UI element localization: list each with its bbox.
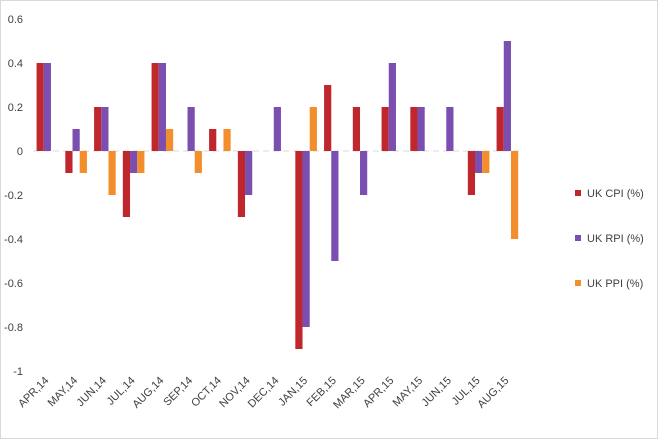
bar-cpi-aug-14 xyxy=(151,63,159,151)
y-axis: 0.6 0.4 0.2 0 -0.2 -0.4 -0.6 -0.8 -1 xyxy=(4,14,23,378)
x-tick-label: APR,15 xyxy=(361,375,396,410)
bar-ppi-may-14 xyxy=(79,151,87,173)
bar-rpi-jan-15 xyxy=(302,151,310,327)
bar-cpi-aug-15 xyxy=(496,107,504,151)
x-tick-label: MAY,15 xyxy=(391,375,426,410)
y-tick-label: -0.8 xyxy=(4,322,23,334)
x-tick-label: MAR,15 xyxy=(331,375,368,412)
y-tick-label: 0.6 xyxy=(8,14,23,26)
bar-rpi-feb-15 xyxy=(331,151,339,261)
bar-rpi-jun-15 xyxy=(446,107,454,151)
bar-cpi-jul-14 xyxy=(122,151,131,217)
bar-rpi-mar-15 xyxy=(360,151,368,195)
bar-cpi-jun-14 xyxy=(94,107,102,151)
y-tick-label: -0.2 xyxy=(4,190,23,202)
x-tick-label: JUN,14 xyxy=(75,375,109,409)
x-tick-label: AUG,15 xyxy=(475,375,511,411)
bar-rpi-jun-14 xyxy=(101,107,109,151)
x-tick-label: JAN,15 xyxy=(276,375,310,409)
bar-cpi-apr-15 xyxy=(381,107,389,151)
bar-ppi-jun-14 xyxy=(108,151,116,195)
bar-ppi-aug-15 xyxy=(510,151,519,239)
bar-rpi-dec-14 xyxy=(273,107,281,151)
bar-ppi-oct-14 xyxy=(223,129,231,151)
y-tick-label: 0 xyxy=(17,146,23,158)
bar-rpi-apr-14 xyxy=(43,63,51,151)
bar-ppi-jul-14 xyxy=(137,151,145,173)
bar-rpi-may-15 xyxy=(417,107,425,151)
x-tick-label: APR,14 xyxy=(16,375,51,410)
bar-ppi-aug-14 xyxy=(165,129,174,151)
legend-swatch xyxy=(575,190,581,196)
y-tick-label: 0.2 xyxy=(8,102,23,114)
bar-ppi-jul-15 xyxy=(482,151,490,173)
bar-rpi-may-14 xyxy=(72,129,80,151)
bar-cpi-jan-15 xyxy=(295,151,303,349)
bar-cpi-may-15 xyxy=(410,107,418,151)
y-tick-label: -0.6 xyxy=(4,278,23,290)
legend: UK CPI (%) UK RPI (%) UK PPI (%) xyxy=(575,188,644,290)
bar-rpi-nov-14 xyxy=(245,151,253,195)
x-tick-label: JUN,15 xyxy=(420,375,454,409)
y-tick-label: -1 xyxy=(13,366,23,378)
bar-cpi-jul-15 xyxy=(467,151,476,195)
x-tick-label: MAY,14 xyxy=(46,375,81,410)
bar-cpi-may-14 xyxy=(65,151,73,173)
bar-ppi-sep-14 xyxy=(194,151,202,173)
legend-swatch xyxy=(575,235,581,241)
bar-rpi-aug-15 xyxy=(503,41,511,151)
x-tick-label: DEC,14 xyxy=(246,375,282,411)
legend-label: UK RPI (%) xyxy=(587,233,644,245)
bar-cpi-mar-15 xyxy=(352,107,361,151)
bar-rpi-apr-15 xyxy=(388,63,396,151)
legend-swatch xyxy=(575,280,581,286)
bar-cpi-feb-15 xyxy=(324,85,332,151)
bar-cpi-oct-14 xyxy=(209,129,217,151)
y-tick-label: -0.4 xyxy=(4,234,23,246)
legend-label: UK PPI (%) xyxy=(587,278,643,290)
x-axis: APR,14MAY,14JUN,14JUL,14AUG,14SEP,14OCT,… xyxy=(16,375,511,412)
bar-cpi-nov-14 xyxy=(237,151,246,217)
bar-ppi-jan-15 xyxy=(309,107,317,151)
bar-rpi-aug-14 xyxy=(158,63,166,151)
bar-cpi-apr-14 xyxy=(36,63,44,151)
bar-rpi-sep-14 xyxy=(187,107,195,151)
y-tick-label: 0.4 xyxy=(8,58,23,70)
legend-label: UK CPI (%) xyxy=(587,188,644,200)
x-tick-label: AUG,14 xyxy=(130,375,166,411)
bar-rpi-jul-15 xyxy=(475,151,483,173)
bar-rpi-jul-14 xyxy=(130,151,138,173)
bars xyxy=(36,41,519,349)
